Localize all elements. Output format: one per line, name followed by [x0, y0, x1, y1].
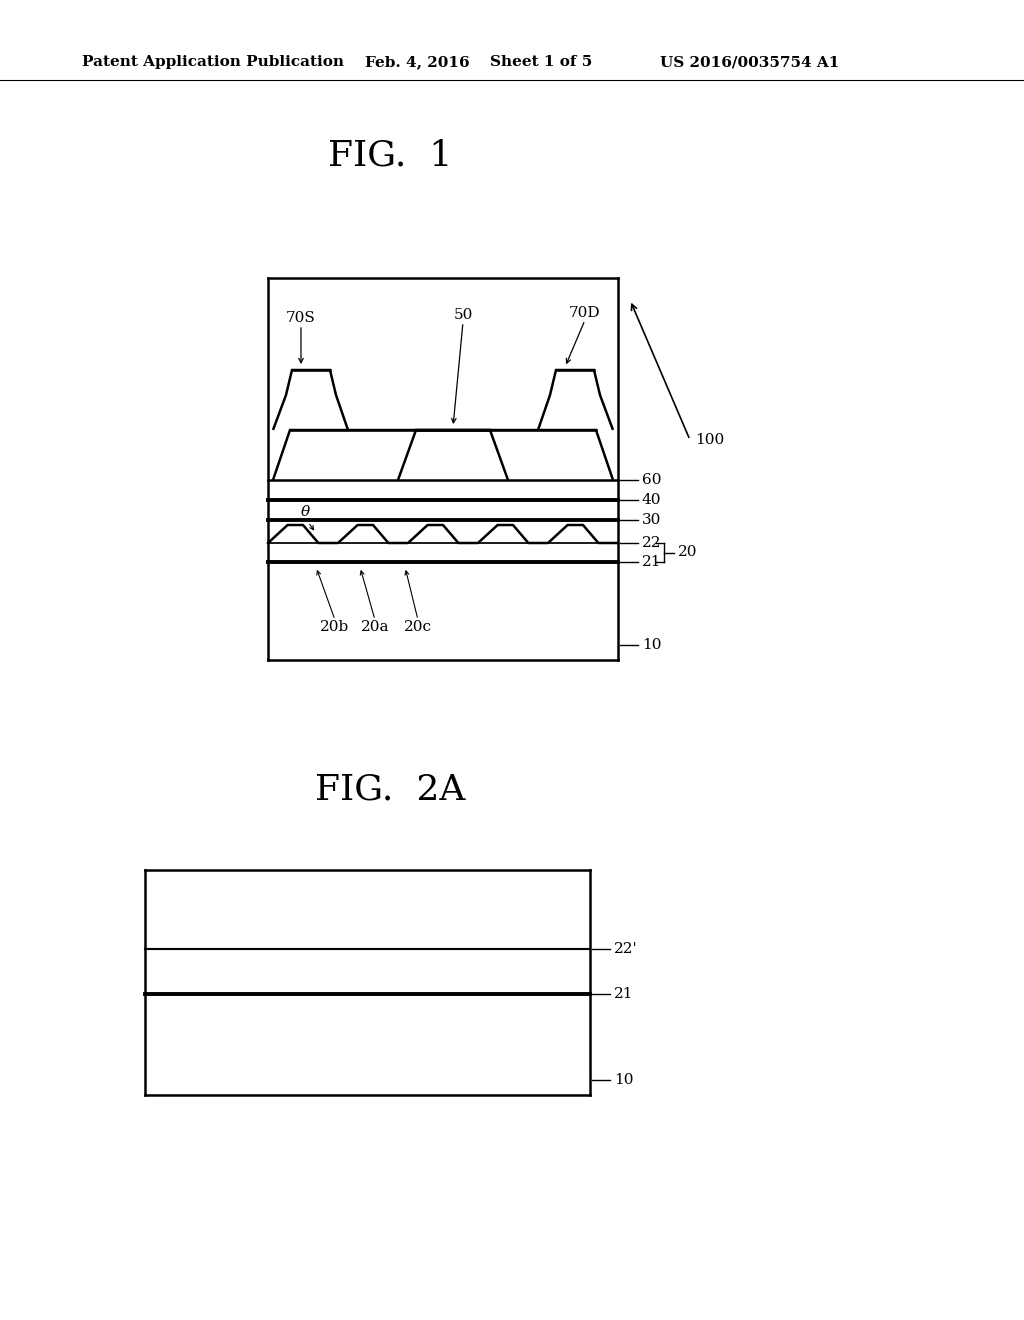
- Text: Patent Application Publication: Patent Application Publication: [82, 55, 344, 69]
- Text: 20c: 20c: [404, 620, 432, 634]
- Text: 30: 30: [642, 513, 662, 527]
- Text: 22: 22: [642, 536, 662, 550]
- Text: θ: θ: [300, 506, 309, 519]
- Text: 10: 10: [614, 1073, 634, 1086]
- Text: 40: 40: [642, 492, 662, 507]
- Text: FIG.  2A: FIG. 2A: [314, 774, 465, 807]
- Text: 70D: 70D: [569, 306, 601, 319]
- Text: 10: 10: [642, 638, 662, 652]
- Text: FIG.  1: FIG. 1: [328, 139, 453, 172]
- Text: US 2016/0035754 A1: US 2016/0035754 A1: [660, 55, 840, 69]
- Text: 70S: 70S: [286, 312, 315, 325]
- Text: 20a: 20a: [360, 620, 389, 634]
- Text: 50: 50: [454, 308, 473, 322]
- Text: Sheet 1 of 5: Sheet 1 of 5: [490, 55, 592, 69]
- Text: 60: 60: [642, 473, 662, 487]
- Text: 22': 22': [614, 941, 638, 956]
- Text: 20: 20: [678, 545, 697, 560]
- Text: Feb. 4, 2016: Feb. 4, 2016: [365, 55, 470, 69]
- Text: 21: 21: [614, 987, 634, 1001]
- Text: 20b: 20b: [321, 620, 349, 634]
- Text: 100: 100: [695, 433, 724, 447]
- Text: 21: 21: [642, 554, 662, 569]
